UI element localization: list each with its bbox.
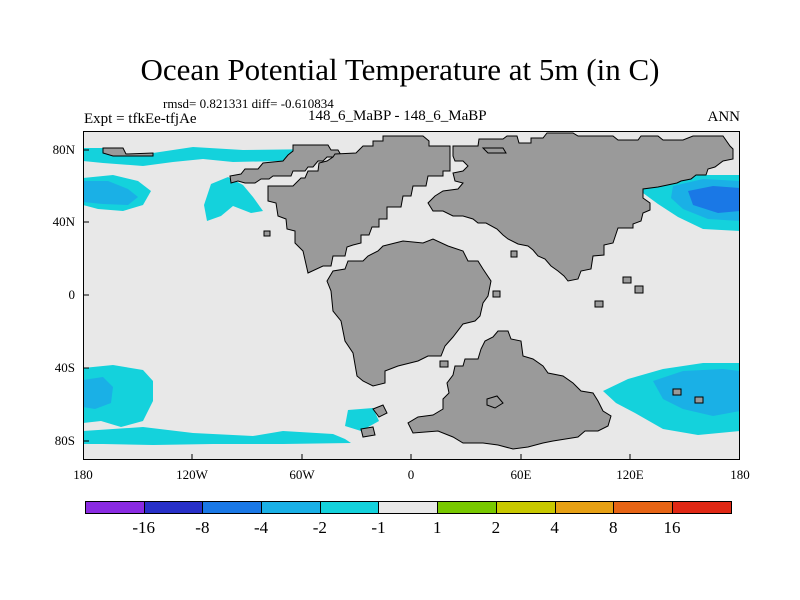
lon-label-60w: 60W <box>289 467 315 482</box>
colorbar-box-8 <box>554 501 615 514</box>
colorbar-label-7: 4 <box>550 518 559 537</box>
season-label: ANN <box>707 109 741 125</box>
lon-label-120w: 120W <box>176 467 208 482</box>
colorbar-label-0: -16 <box>132 518 156 537</box>
colorbar-label-9: 16 <box>663 518 681 537</box>
lon-label-180w: 180 <box>73 467 93 482</box>
colorbar-label-6: 2 <box>491 518 501 537</box>
colorbar-box-0 <box>85 501 145 514</box>
colorbar-label-1: -8 <box>195 518 210 537</box>
lon-label-180e: 180 <box>730 467 750 482</box>
colorbar-box-3 <box>261 501 321 514</box>
lat-label-40n: 40N <box>52 214 75 229</box>
colorbar-box-1 <box>143 501 204 514</box>
colorbar-box-6 <box>437 501 497 514</box>
lat-label-80n: 80N <box>52 142 75 157</box>
colorbar-box-2 <box>202 501 263 514</box>
colorbar-box-4 <box>319 501 380 514</box>
colorbar-box-5 <box>378 501 439 514</box>
lon-label-60e: 60E <box>510 467 532 482</box>
colorbar-label-8: 8 <box>609 518 618 537</box>
colorbar-box-10 <box>671 501 732 514</box>
anomaly-minus4-regions <box>688 186 740 213</box>
lat-label-80s: 80S <box>54 433 75 448</box>
stats-label: rmsd= 0.821331 diff= -0.610834 <box>163 96 334 111</box>
land-masses <box>102 132 734 450</box>
colorbar-label-4: -1 <box>371 518 386 537</box>
experiment-label: Expt = tfkEe-tfjAe <box>84 111 197 127</box>
lon-label-0: 0 <box>407 467 415 482</box>
lon-label-120e: 120E <box>616 467 644 482</box>
colorbar-label-2: -4 <box>254 518 269 537</box>
colorbar-box-9 <box>613 501 673 514</box>
colorbar-box-7 <box>495 501 556 514</box>
plot-title: Ocean Potential Temperature at 5m (in C) <box>140 52 660 87</box>
colorbar-label-3: -2 <box>312 518 327 537</box>
colorbar-label-5: 1 <box>432 518 442 537</box>
case-label: 148_6_MaBP - 148_6_MaBP <box>308 108 487 124</box>
map-ticks <box>83 149 631 460</box>
lat-label-40s: 40S <box>54 360 75 375</box>
colorbar <box>85 501 732 514</box>
lat-label-0: 0 <box>68 287 76 302</box>
anomaly-map <box>83 131 740 460</box>
